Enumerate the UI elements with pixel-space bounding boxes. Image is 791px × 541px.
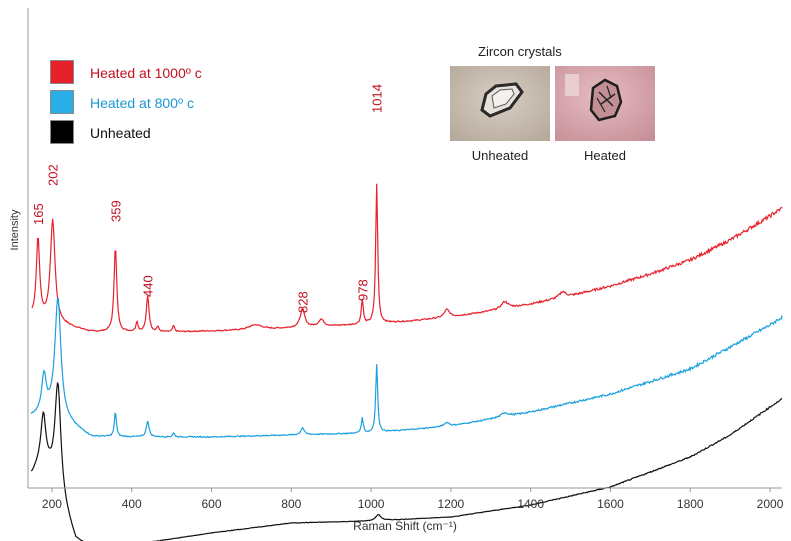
y-axis-label: Intensity xyxy=(9,209,21,250)
peak-annotation-layer: 165 202 359 440 828 978 1014 xyxy=(31,84,385,313)
peak-label-202: 202 xyxy=(46,164,61,186)
peak-label-1014: 1014 xyxy=(370,84,385,113)
unheated-crystal-photo xyxy=(450,66,550,141)
peak-label-978: 978 xyxy=(355,279,370,301)
peak-label-440: 440 xyxy=(141,275,156,297)
series-line-1000c xyxy=(31,183,783,333)
x-tick-label: 200 xyxy=(42,497,62,511)
x-tick-label: 1200 xyxy=(438,497,465,511)
x-tick-layer: 200 400 600 800 1000 1200 1400 1600 1800 2000 xyxy=(42,488,784,511)
series-layer xyxy=(30,183,783,541)
x-axis-label: Raman Shift (cm⁻¹) xyxy=(353,519,457,533)
x-tick-label: 800 xyxy=(281,497,301,511)
x-tick-label: 1600 xyxy=(597,497,624,511)
x-tick-label: 400 xyxy=(122,497,142,511)
legend-label-1000c: Heated at 1000º c xyxy=(90,65,202,81)
heated-crystal-photo xyxy=(555,66,655,141)
x-tick-label: 1000 xyxy=(358,497,385,511)
legend-swatch-unheated xyxy=(50,120,74,144)
legend-label-unheated: Unheated xyxy=(90,125,151,141)
inset-title: Zircon crystals xyxy=(478,44,562,59)
legend-swatch-800c xyxy=(50,90,74,114)
peak-label-165: 165 xyxy=(31,203,46,225)
legend-swatch-1000c xyxy=(50,60,74,84)
heated-crystal-label: Heated xyxy=(584,148,626,163)
legend-label-800c: Heated at 800º c xyxy=(90,95,194,111)
peak-label-828: 828 xyxy=(296,291,311,313)
peak-label-359: 359 xyxy=(108,200,123,222)
unheated-crystal-label: Unheated xyxy=(471,148,529,163)
x-tick-label: 1400 xyxy=(517,497,544,511)
x-tick-label: 2000 xyxy=(757,497,784,511)
series-line-800c xyxy=(30,297,783,439)
x-tick-label: 1800 xyxy=(677,497,704,511)
x-tick-label: 600 xyxy=(201,497,221,511)
series-line-unheated xyxy=(30,382,783,541)
